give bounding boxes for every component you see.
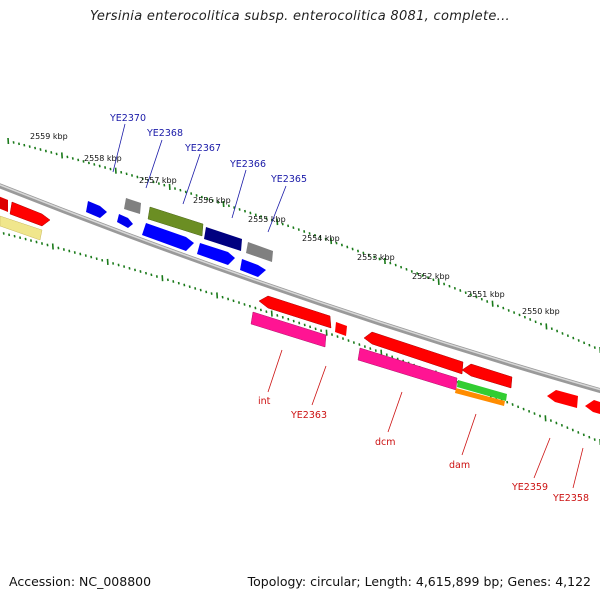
- ruler-tick-label: 2556 kbp: [193, 196, 231, 205]
- gene-arrow[interactable]: [547, 390, 578, 408]
- ruler-tick-label: 2559 kbp: [30, 132, 68, 141]
- gene-label-ye2368[interactable]: YE2368: [146, 128, 183, 139]
- ruler-tick-label: 2552 kbp: [412, 272, 450, 281]
- gene-arrow[interactable]: [117, 214, 133, 228]
- gene-label-ye2363[interactable]: YE2363: [290, 410, 327, 421]
- gene-label-ye2370[interactable]: YE2370: [109, 113, 146, 124]
- gene-arrow[interactable]: [86, 201, 107, 218]
- reverse-genes: [250, 295, 600, 414]
- ruler-tick-label: 2555 kbp: [248, 215, 286, 224]
- ruler-tick-label: 2551 kbp: [467, 290, 505, 299]
- reverse-callouts: [267, 349, 584, 489]
- gene-label-ye2358[interactable]: YE2358: [552, 493, 589, 504]
- gene-arrow[interactable]: [204, 227, 242, 251]
- genome-backbone: [0, 183, 600, 394]
- gene-arrow[interactable]: [250, 311, 327, 348]
- genome-backbone-highlight: [0, 184, 600, 391]
- ruler-outer-dots: [7, 137, 600, 354]
- ruler-tick-label: 2557 kbp: [139, 176, 177, 185]
- gene-arrow[interactable]: [147, 206, 204, 237]
- gene-arrow[interactable]: [335, 322, 347, 336]
- gene-label-dam[interactable]: dam: [449, 460, 470, 471]
- gene-arrow[interactable]: [461, 363, 513, 389]
- gene-arrow[interactable]: [455, 388, 505, 406]
- gene-arrow[interactable]: [197, 243, 235, 265]
- gene-arrow[interactable]: [585, 400, 600, 414]
- gene-arrow[interactable]: [240, 259, 266, 277]
- gene-label-ye2366[interactable]: YE2366: [229, 159, 266, 170]
- forward-genes: [0, 196, 273, 277]
- gene-label-ye2365[interactable]: YE2365: [270, 174, 307, 185]
- map-title: Yersinia enterocolitica subsp. enterocol…: [90, 9, 510, 24]
- gene-arrow[interactable]: [363, 331, 464, 375]
- gene-arrow[interactable]: [124, 198, 141, 214]
- gene-label-ye2367[interactable]: YE2367: [184, 143, 221, 154]
- ruler-tick-label: 2550 kbp: [522, 307, 560, 316]
- gene-arrow[interactable]: [246, 242, 273, 262]
- gene-arrow[interactable]: [142, 223, 194, 251]
- gene-arrow[interactable]: [0, 215, 43, 241]
- ruler-tick-label: 2554 kbp: [302, 234, 340, 243]
- accession-text: Accession: NC_008800: [9, 574, 152, 589]
- ruler-tick-label: 2558 kbp: [84, 154, 122, 163]
- gene-label-int[interactable]: int: [258, 396, 271, 407]
- gene-arrow[interactable]: [258, 295, 332, 329]
- gene-label-ye2359[interactable]: YE2359: [511, 482, 548, 493]
- gene-arrow[interactable]: [0, 196, 8, 212]
- ruler-tick-label: 2553 kbp: [357, 253, 395, 262]
- genome-summary-text: Topology: circular; Length: 4,615,899 bp…: [247, 574, 591, 589]
- forward-callouts: [112, 123, 287, 233]
- gene-arrow[interactable]: [457, 380, 507, 401]
- gene-arrow[interactable]: [9, 201, 51, 227]
- gene-label-dcm[interactable]: dcm: [375, 437, 396, 448]
